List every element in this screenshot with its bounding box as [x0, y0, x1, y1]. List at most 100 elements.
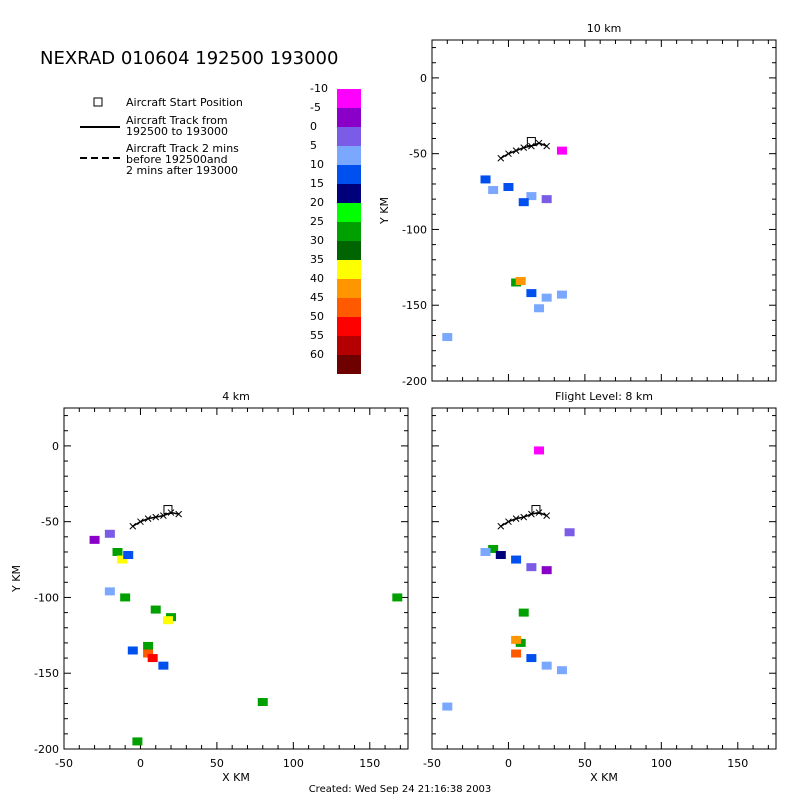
echo-cell — [534, 446, 545, 455]
x-tick-label: 150 — [359, 757, 380, 770]
y-tick-label: 0 — [420, 72, 427, 85]
y-tick-label: -100 — [34, 591, 59, 604]
track-point — [497, 522, 505, 530]
aircraft-track — [132, 511, 179, 527]
echo-cell — [556, 146, 567, 155]
y-tick-label: 0 — [52, 440, 59, 453]
echo-cell — [89, 535, 100, 544]
echo-cell — [564, 528, 575, 537]
colorbar-swatch — [337, 298, 361, 317]
x-tick-label: 50 — [210, 757, 224, 770]
echo-cell — [392, 593, 403, 602]
echo-cell — [511, 649, 522, 658]
x-tick-label: 0 — [137, 757, 144, 770]
figure-title: NEXRAD 010604 192500 193000 — [40, 48, 338, 69]
colorbar-swatch — [337, 241, 361, 260]
echo-cell — [488, 186, 499, 195]
colorbar-swatch — [337, 89, 361, 108]
aircraft-track — [500, 511, 547, 527]
echo-cell — [541, 195, 552, 204]
track-point — [167, 509, 175, 516]
aircraft-track — [500, 142, 547, 159]
colorbar-swatch — [337, 146, 361, 165]
echo-cell — [556, 666, 567, 675]
colorbar-swatch — [337, 336, 361, 355]
colorbar-label: 45 — [310, 291, 324, 304]
echo-cell — [488, 544, 499, 553]
panel-title: 4 km — [222, 390, 250, 403]
colorbar-label: 10 — [310, 158, 324, 171]
colorbar-swatch — [337, 279, 361, 298]
colorbar-label: 60 — [310, 348, 324, 361]
echo-cell — [143, 641, 154, 650]
echo-cell — [541, 293, 552, 302]
colorbar-swatch — [337, 203, 361, 222]
echo-cell — [162, 616, 173, 625]
legend-track-line1: Aircraft Track from — [126, 114, 228, 127]
colorbar-swatch — [337, 317, 361, 336]
colorbar-swatch — [337, 165, 361, 184]
legend-dash-line2: before 192500and — [126, 153, 228, 166]
footer-timestamp: Created: Wed Sep 24 21:16:38 2003 — [309, 784, 492, 795]
x-axis-label: X KM — [590, 771, 618, 784]
track-point — [520, 513, 528, 521]
x-tick-label: 50 — [578, 757, 592, 770]
panel-0: 10 km 0 -50 -100 -150 -200 Y KM — [378, 22, 777, 388]
colorbar-swatch — [337, 184, 361, 203]
echo-cell — [480, 175, 491, 184]
track-point — [129, 522, 137, 530]
panel-title: Flight Level: 8 km — [555, 390, 653, 403]
x-axis-label: X KM — [222, 771, 250, 784]
echo-cell — [495, 551, 506, 560]
x-tick-label: 150 — [727, 757, 748, 770]
y-axis-label: Y KM — [378, 197, 391, 225]
track-point — [137, 518, 144, 526]
echo-cell — [442, 702, 453, 711]
legend-dash-line3: 2 mins after 193000 — [126, 164, 238, 177]
colorbar: -10 -5 0 5 10 15 20 25 30 35 40 45 50 55 60 — [310, 82, 361, 374]
echo-cell — [503, 183, 514, 192]
echo-cell — [104, 529, 115, 538]
colorbar-swatch — [337, 260, 361, 279]
echo-cell — [556, 290, 567, 299]
colorbar-label: 5 — [310, 139, 317, 152]
y-tick-label: -50 — [41, 516, 59, 529]
echo-cell — [150, 605, 161, 614]
legend-start-label: Aircraft Start Position — [126, 96, 243, 109]
plot-frame — [431, 407, 777, 750]
track-point — [505, 150, 512, 158]
track-point — [535, 139, 543, 147]
y-tick-label: -200 — [34, 743, 59, 756]
colorbar-swatch — [337, 127, 361, 146]
plot-frame — [63, 407, 409, 750]
track-point — [175, 510, 183, 518]
colorbar-label: 0 — [310, 120, 317, 133]
y-tick-label: -150 — [402, 299, 427, 312]
x-tick-label: 100 — [651, 757, 672, 770]
echo-cell — [541, 661, 552, 670]
echo-cell — [112, 547, 123, 556]
track-point — [505, 518, 512, 526]
echo-cell — [147, 654, 158, 663]
panel-1: 4 km -50 0 50 100 150 0 -50 -100 -150 -200 X KM Y KM — [10, 390, 409, 784]
y-tick-label: -50 — [409, 148, 427, 161]
echo-cell — [515, 276, 526, 285]
colorbar-label: 35 — [310, 253, 324, 266]
track-point — [535, 509, 543, 516]
colorbar-label: -10 — [310, 82, 328, 95]
colorbar-label: 20 — [310, 196, 324, 209]
colorbar-label: 55 — [310, 329, 324, 342]
y-tick-label: -200 — [402, 375, 427, 388]
x-tick-label: -50 — [423, 757, 441, 770]
colorbar-swatch — [337, 222, 361, 241]
start-position-icon — [93, 97, 103, 107]
y-axis-label: Y KM — [10, 565, 23, 593]
track-point — [528, 510, 535, 518]
echo-cell — [511, 555, 522, 564]
x-tick-label: -50 — [55, 757, 73, 770]
track-point — [543, 142, 551, 150]
track-point — [512, 515, 520, 522]
echo-cell — [526, 192, 537, 201]
panel-2: Flight Level: 8 km -50 0 50 100 150 X KM — [423, 390, 777, 784]
